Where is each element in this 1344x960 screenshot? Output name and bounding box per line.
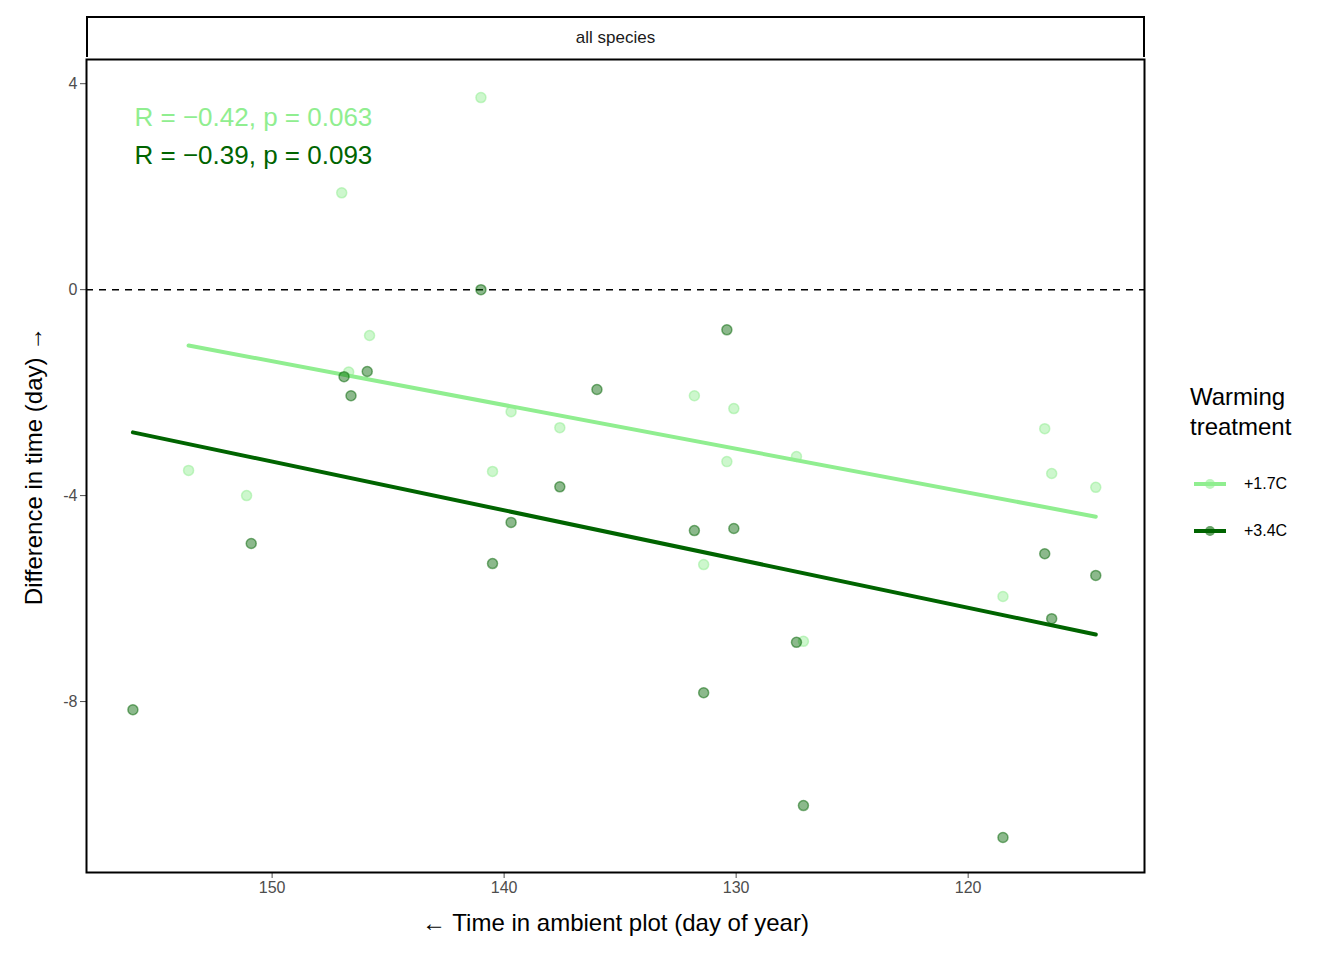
svg-text:4: 4 [69,75,78,92]
svg-text:130: 130 [723,879,750,896]
svg-text:← Time in ambient plot (day of: ← Time in ambient plot (day of year) [422,909,809,936]
svg-text:-4: -4 [63,487,77,504]
svg-text:150: 150 [259,879,286,896]
html-text:+3.4C: +3.4C [1244,521,1288,539]
html-text:all species: all species [575,27,656,47]
svg-text:140: 140 [491,879,518,896]
svg-text:0: 0 [69,281,78,298]
svg-text:R = −0.42, p = 0.063: R = −0.42, p = 0.063 [135,102,373,132]
svg-text:120: 120 [955,879,982,896]
html-text:+1.7C: +1.7C [1244,474,1288,492]
svg-text:Difference in time (day) →: Difference in time (day) → [20,327,47,605]
svg-text:-8: -8 [63,693,77,710]
html-text:Warming treatment: Warming treatment [1190,383,1292,440]
svg-text:R = −0.39, p = 0.093: R = −0.39, p = 0.093 [135,140,373,170]
